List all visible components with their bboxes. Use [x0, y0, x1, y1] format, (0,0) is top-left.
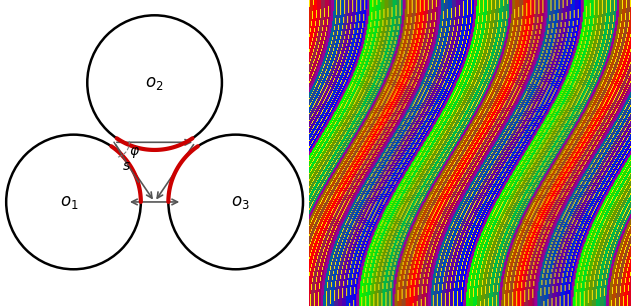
Text: $\mathit{o}_3$: $\mathit{o}_3$: [231, 193, 250, 211]
Text: $\mathit{o}_2$: $\mathit{o}_2$: [145, 74, 164, 91]
Circle shape: [6, 135, 141, 269]
Circle shape: [87, 15, 222, 150]
Text: $\varphi$: $\varphi$: [129, 144, 140, 159]
Circle shape: [168, 135, 303, 269]
Text: $\mathit{o}_1$: $\mathit{o}_1$: [60, 193, 78, 211]
Text: $s$: $s$: [122, 159, 131, 173]
